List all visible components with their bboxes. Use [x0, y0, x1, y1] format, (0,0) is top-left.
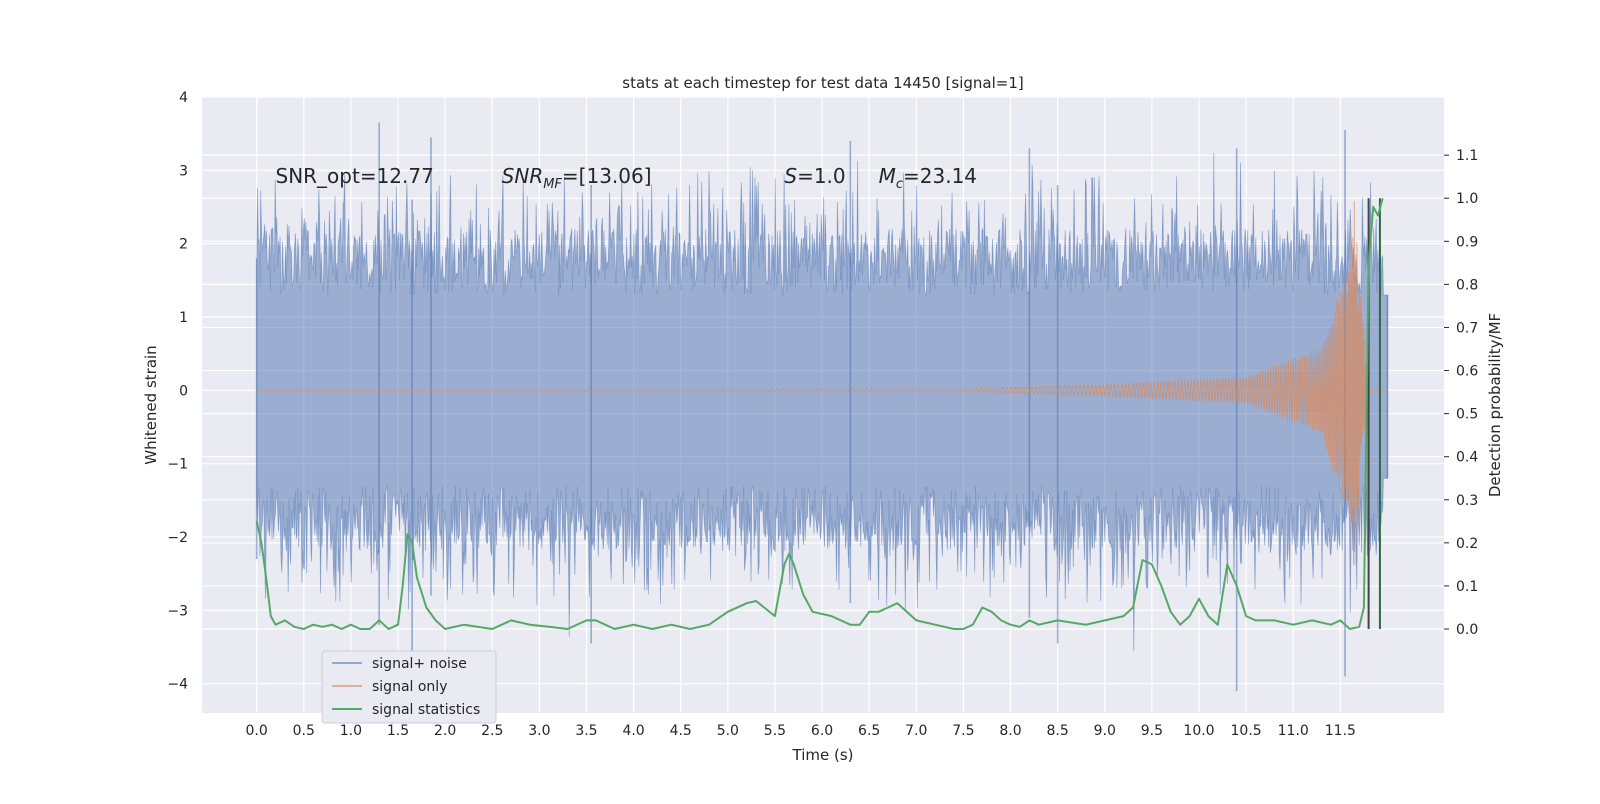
x-tick-label: 8.5 [1047, 723, 1069, 739]
y-tick-label: −3 [167, 603, 188, 619]
x-tick-label: 1.0 [340, 723, 362, 739]
signal-noise-area [256, 152, 1388, 652]
chart-title: stats at each timestep for test data 144… [622, 74, 1023, 92]
x-tick-label: 1.5 [387, 723, 409, 739]
y2-tick-label: 0.6 [1456, 364, 1478, 380]
x-tick-label: 6.0 [811, 723, 833, 739]
y-tick-label: 0 [179, 383, 188, 399]
y2-tick-label: 0.2 [1456, 536, 1478, 552]
y2-tick-label: 1.1 [1456, 148, 1478, 164]
annotation-0: SNR_opt=12.77 [276, 164, 434, 188]
signal-only-line [256, 201, 1388, 566]
annotation-3: Mc=23.14 [879, 164, 977, 192]
y-tick-label: −1 [167, 457, 188, 473]
y2-tick-label: 0.3 [1456, 493, 1478, 509]
x-tick-label: 9.0 [1094, 723, 1116, 739]
y2-tick-label: 1.0 [1456, 191, 1478, 207]
signal-statistics-line [255, 197, 1384, 630]
legend-label-signal-noise: signal+ noise [372, 656, 467, 672]
x-tick-label: 10.5 [1231, 723, 1262, 739]
y2-tick-label: 0.8 [1456, 277, 1478, 293]
legend: signal+ noise signal only signal statist… [321, 650, 497, 724]
signal-only-series [256, 201, 1388, 566]
legend-box [321, 650, 497, 724]
x-tick-label: 3.0 [528, 723, 550, 739]
x-tick-label: 3.5 [575, 723, 597, 739]
x-tick-label: 2.5 [481, 723, 503, 739]
y-axis-label: Whitened strain [142, 345, 160, 464]
x-tick-label: 5.0 [717, 723, 739, 739]
y-tick-label: −2 [167, 530, 188, 546]
y-tick-labels: 4 3 2 1 0 −1 −2 −3 −4 [167, 90, 188, 693]
y2-tick-label: 0.1 [1456, 579, 1478, 595]
y-tick-label: 3 [179, 163, 188, 179]
y-tick-label: 4 [179, 90, 188, 106]
x-tick-label: 0.0 [246, 723, 268, 739]
x-tick-label: 4.5 [670, 723, 692, 739]
x-tick-label: 4.0 [622, 723, 644, 739]
annotation-2: S=1.0 [784, 164, 845, 188]
x-tick-label: 6.5 [858, 723, 880, 739]
y2-tick-labels: 1.1 1.0 0.9 0.8 0.7 0.6 0.5 0.4 0.3 0.2 0.1 0.0 [1444, 148, 1478, 638]
legend-label-signal-statistics: signal statistics [372, 702, 480, 718]
y-tick-label: −4 [167, 677, 188, 693]
x-tick-label: 2.0 [434, 723, 456, 739]
y-tick-label: 2 [179, 237, 188, 253]
signal-noise-series [255, 122, 1389, 691]
signal-statistics-series [255, 197, 1384, 630]
x-tick-label: 8.0 [999, 723, 1021, 739]
y2-tick-label: 0.0 [1456, 622, 1478, 638]
x-tick-label: 0.5 [293, 723, 315, 739]
y-tick-label: 1 [179, 310, 188, 326]
x-tick-labels: 0.0 0.5 1.0 1.5 2.0 2.5 3.0 3.5 4.0 4.5 5.0 5.5 6.0 6… [246, 723, 1356, 739]
x-tick-label: 10.0 [1183, 723, 1214, 739]
y2-tick-label: 0.9 [1456, 234, 1478, 250]
x-tick-label: 9.5 [1141, 723, 1163, 739]
x-axis-label: Time (s) [792, 746, 854, 764]
y2-axis-label: Detection probability/MF [1486, 313, 1504, 497]
x-tick-label: 11.0 [1278, 723, 1309, 739]
y2-tick-label: 0.5 [1456, 407, 1478, 423]
y2-tick-label: 0.7 [1456, 320, 1478, 336]
annotations: SNR_opt=12.77 SNRMF=[13.06] S=1.0 Mc=23.14 [276, 164, 978, 192]
legend-label-signal-only: signal only [372, 679, 447, 695]
annotation-1: SNRMF=[13.06] [502, 164, 652, 192]
y2-tick-label: 0.4 [1456, 450, 1478, 466]
x-tick-label: 5.5 [764, 723, 786, 739]
x-tick-label: 11.5 [1325, 723, 1356, 739]
x-tick-label: 7.5 [952, 723, 974, 739]
x-tick-label: 7.0 [905, 723, 927, 739]
